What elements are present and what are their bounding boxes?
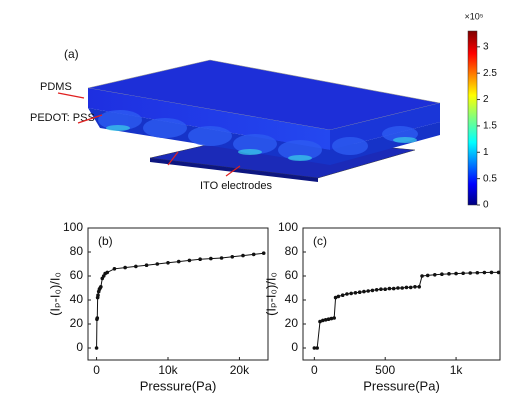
- colorbar-tick-label: 0.5: [483, 173, 497, 184]
- x-tick-label: 0: [311, 363, 318, 377]
- colorbar-tick-label: 0: [483, 200, 489, 211]
- colorbar-tick-label: 2.5: [483, 68, 497, 79]
- plot-frame: [303, 228, 500, 360]
- data-point: [440, 272, 444, 276]
- colorbar-gradient: [468, 31, 477, 205]
- data-point: [497, 271, 501, 275]
- data-point: [188, 259, 192, 263]
- y-tick-label: 80: [70, 244, 84, 258]
- x-axis-label: Pressure(Pa): [363, 378, 440, 393]
- data-point: [366, 289, 370, 293]
- panel-label: (b): [98, 234, 113, 248]
- data-point: [96, 293, 100, 297]
- data-point: [105, 271, 109, 275]
- data-point: [371, 289, 375, 293]
- data-point: [383, 287, 387, 291]
- y-axis-label: (Iₚ-I₀)/I₀: [263, 272, 278, 316]
- data-point: [405, 286, 409, 290]
- data-point: [155, 262, 159, 266]
- colorbar-tick-label: 2: [483, 94, 489, 105]
- data-point: [345, 292, 349, 296]
- y-tick-label: 60: [285, 268, 299, 282]
- data-point: [433, 273, 437, 277]
- data-point: [426, 274, 430, 278]
- data-point: [95, 346, 99, 350]
- data-point: [396, 286, 400, 290]
- data-point: [209, 257, 213, 261]
- data-point: [349, 292, 353, 296]
- data-point: [400, 286, 404, 290]
- leader-line: [58, 93, 84, 98]
- data-point: [358, 290, 362, 294]
- data-point: [375, 288, 379, 292]
- panel-label: (a): [64, 47, 79, 61]
- x-tick-label: 1k: [450, 363, 464, 377]
- data-point: [379, 287, 383, 291]
- plot-frame: [88, 228, 268, 360]
- data-point: [230, 255, 234, 259]
- data-point: [413, 285, 417, 289]
- data-point: [113, 267, 117, 271]
- annotation: ITO electrodes: [200, 180, 272, 192]
- y-axis-label: (Iₚ-I₀)/I₀: [47, 272, 62, 316]
- data-point: [392, 287, 396, 291]
- device-render: [88, 60, 440, 182]
- data-point: [337, 295, 341, 299]
- data-point: [123, 266, 127, 270]
- data-point: [145, 263, 149, 267]
- x-tick-label: 20k: [230, 363, 250, 377]
- colorbar-label: ×10⁵: [465, 11, 484, 21]
- data-point: [476, 271, 480, 275]
- data-point: [252, 253, 256, 257]
- data-point: [409, 286, 413, 290]
- data-line: [97, 253, 264, 348]
- data-point: [454, 272, 458, 276]
- x-tick-label: 0: [93, 363, 100, 377]
- y-tick-label: 0: [76, 340, 83, 354]
- data-point: [447, 272, 451, 276]
- colorbar-tick-label: 1.5: [483, 121, 497, 132]
- annotation: PDMS: [40, 81, 72, 93]
- data-point: [95, 316, 99, 320]
- data-point: [388, 287, 392, 291]
- data-point: [341, 293, 345, 297]
- data-point: [468, 271, 472, 275]
- data-point: [198, 257, 202, 261]
- y-tick-label: 80: [285, 244, 299, 258]
- colorbar: ×10⁵: [465, 11, 484, 21]
- data-point: [220, 256, 224, 260]
- figure: (a) PDMS PEDOT: PSS ITO electrodes ×10⁵ …: [0, 0, 508, 399]
- y-tick-label: 40: [285, 292, 299, 306]
- data-point: [134, 265, 138, 269]
- data-point: [99, 285, 103, 289]
- y-tick-label: 100: [63, 220, 83, 234]
- data-point: [490, 271, 494, 275]
- colorbar-tick-label: 1: [483, 147, 489, 158]
- data-point: [362, 290, 366, 294]
- panel-label: (c): [313, 234, 327, 248]
- data-point: [417, 285, 421, 289]
- y-tick-label: 0: [291, 340, 298, 354]
- data-point: [315, 346, 319, 350]
- annotation: PEDOT: PSS: [30, 112, 95, 124]
- x-tick-label: 10k: [158, 363, 178, 377]
- data-point: [177, 260, 181, 264]
- data-point: [332, 316, 336, 320]
- y-tick-label: 20: [285, 316, 299, 330]
- data-point: [354, 291, 358, 295]
- x-tick-label: 500: [375, 363, 395, 377]
- x-axis-label: Pressure(Pa): [140, 378, 217, 393]
- data-point: [166, 261, 170, 265]
- colorbar-tick-label: 3: [483, 41, 489, 52]
- y-tick-label: 100: [278, 220, 298, 234]
- data-line: [314, 272, 498, 348]
- data-point: [420, 274, 424, 278]
- data-point: [262, 251, 266, 255]
- data-point: [241, 254, 245, 258]
- y-tick-label: 60: [70, 268, 84, 282]
- data-point: [461, 271, 465, 275]
- data-point: [483, 271, 487, 275]
- y-tick-label: 40: [70, 292, 84, 306]
- y-tick-label: 20: [70, 316, 84, 330]
